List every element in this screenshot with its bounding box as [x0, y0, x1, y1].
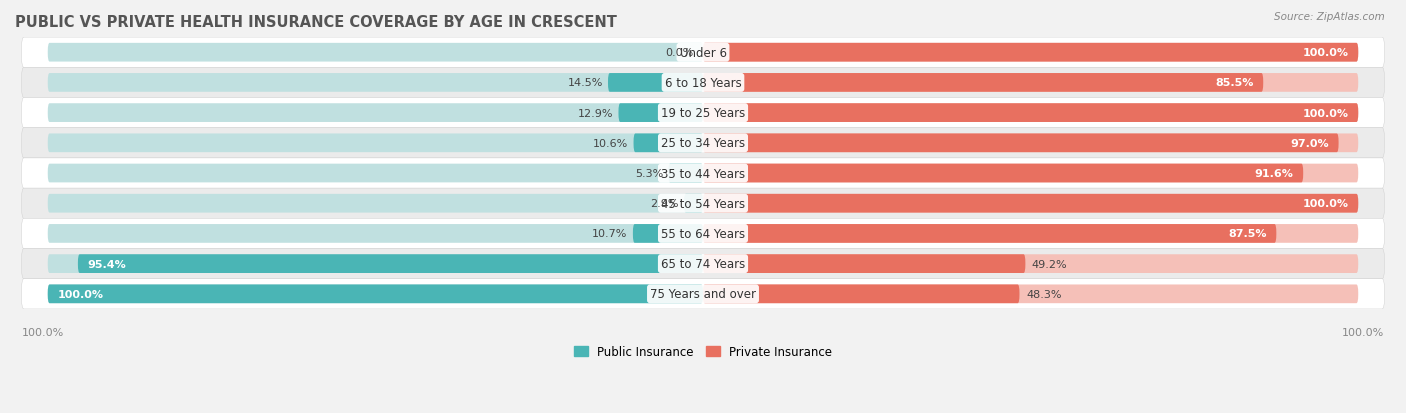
- FancyBboxPatch shape: [668, 164, 703, 183]
- Text: 12.9%: 12.9%: [578, 108, 613, 119]
- FancyBboxPatch shape: [703, 134, 1339, 153]
- FancyBboxPatch shape: [703, 255, 1358, 273]
- Text: 97.0%: 97.0%: [1291, 138, 1329, 148]
- Text: 25 to 34 Years: 25 to 34 Years: [661, 137, 745, 150]
- FancyBboxPatch shape: [703, 225, 1358, 243]
- FancyBboxPatch shape: [48, 134, 703, 153]
- Text: 75 Years and over: 75 Years and over: [650, 287, 756, 301]
- FancyBboxPatch shape: [703, 255, 1025, 273]
- Text: 2.9%: 2.9%: [650, 199, 679, 209]
- FancyBboxPatch shape: [21, 38, 1385, 68]
- FancyBboxPatch shape: [48, 195, 703, 213]
- FancyBboxPatch shape: [633, 225, 703, 243]
- Text: 14.5%: 14.5%: [568, 78, 603, 88]
- FancyBboxPatch shape: [703, 164, 1303, 183]
- FancyBboxPatch shape: [703, 164, 1358, 183]
- FancyBboxPatch shape: [683, 195, 703, 213]
- FancyBboxPatch shape: [21, 189, 1385, 219]
- Text: 95.4%: 95.4%: [87, 259, 127, 269]
- FancyBboxPatch shape: [48, 164, 703, 183]
- Text: 48.3%: 48.3%: [1026, 289, 1062, 299]
- FancyBboxPatch shape: [703, 285, 1019, 304]
- FancyBboxPatch shape: [21, 159, 1385, 189]
- FancyBboxPatch shape: [607, 74, 703, 93]
- Text: Under 6: Under 6: [679, 47, 727, 59]
- FancyBboxPatch shape: [703, 74, 1358, 93]
- FancyBboxPatch shape: [619, 104, 703, 123]
- FancyBboxPatch shape: [703, 195, 1358, 213]
- Text: 91.6%: 91.6%: [1254, 169, 1294, 178]
- Text: 100.0%: 100.0%: [21, 327, 63, 337]
- Text: 85.5%: 85.5%: [1215, 78, 1253, 88]
- FancyBboxPatch shape: [21, 249, 1385, 279]
- FancyBboxPatch shape: [703, 74, 1263, 93]
- FancyBboxPatch shape: [703, 104, 1358, 123]
- Text: 49.2%: 49.2%: [1032, 259, 1067, 269]
- FancyBboxPatch shape: [48, 285, 703, 304]
- Text: 65 to 74 Years: 65 to 74 Years: [661, 257, 745, 271]
- FancyBboxPatch shape: [703, 225, 1277, 243]
- Text: 5.3%: 5.3%: [634, 169, 664, 178]
- FancyBboxPatch shape: [21, 219, 1385, 249]
- Text: 100.0%: 100.0%: [1343, 327, 1385, 337]
- FancyBboxPatch shape: [21, 279, 1385, 309]
- FancyBboxPatch shape: [48, 225, 703, 243]
- Text: 100.0%: 100.0%: [1302, 199, 1348, 209]
- Text: 35 to 44 Years: 35 to 44 Years: [661, 167, 745, 180]
- Text: 19 to 25 Years: 19 to 25 Years: [661, 107, 745, 120]
- Text: 55 to 64 Years: 55 to 64 Years: [661, 228, 745, 240]
- FancyBboxPatch shape: [48, 285, 703, 304]
- FancyBboxPatch shape: [48, 104, 703, 123]
- FancyBboxPatch shape: [703, 44, 1358, 62]
- Text: 10.6%: 10.6%: [593, 138, 628, 148]
- Text: 100.0%: 100.0%: [58, 289, 104, 299]
- Text: Source: ZipAtlas.com: Source: ZipAtlas.com: [1274, 12, 1385, 22]
- Legend: Public Insurance, Private Insurance: Public Insurance, Private Insurance: [569, 341, 837, 363]
- Text: 87.5%: 87.5%: [1227, 229, 1267, 239]
- FancyBboxPatch shape: [703, 104, 1358, 123]
- Text: PUBLIC VS PRIVATE HEALTH INSURANCE COVERAGE BY AGE IN CRESCENT: PUBLIC VS PRIVATE HEALTH INSURANCE COVER…: [15, 15, 617, 30]
- Text: 100.0%: 100.0%: [1302, 48, 1348, 58]
- Text: 0.0%: 0.0%: [665, 48, 693, 58]
- FancyBboxPatch shape: [703, 134, 1358, 153]
- FancyBboxPatch shape: [48, 44, 703, 62]
- FancyBboxPatch shape: [634, 134, 703, 153]
- FancyBboxPatch shape: [77, 255, 703, 273]
- FancyBboxPatch shape: [703, 285, 1358, 304]
- FancyBboxPatch shape: [703, 195, 1358, 213]
- FancyBboxPatch shape: [48, 255, 703, 273]
- FancyBboxPatch shape: [21, 98, 1385, 128]
- FancyBboxPatch shape: [21, 128, 1385, 159]
- FancyBboxPatch shape: [21, 68, 1385, 98]
- FancyBboxPatch shape: [48, 74, 703, 93]
- Text: 6 to 18 Years: 6 to 18 Years: [665, 77, 741, 90]
- Text: 100.0%: 100.0%: [1302, 108, 1348, 119]
- Text: 45 to 54 Years: 45 to 54 Years: [661, 197, 745, 210]
- FancyBboxPatch shape: [703, 44, 1358, 62]
- Text: 10.7%: 10.7%: [592, 229, 627, 239]
